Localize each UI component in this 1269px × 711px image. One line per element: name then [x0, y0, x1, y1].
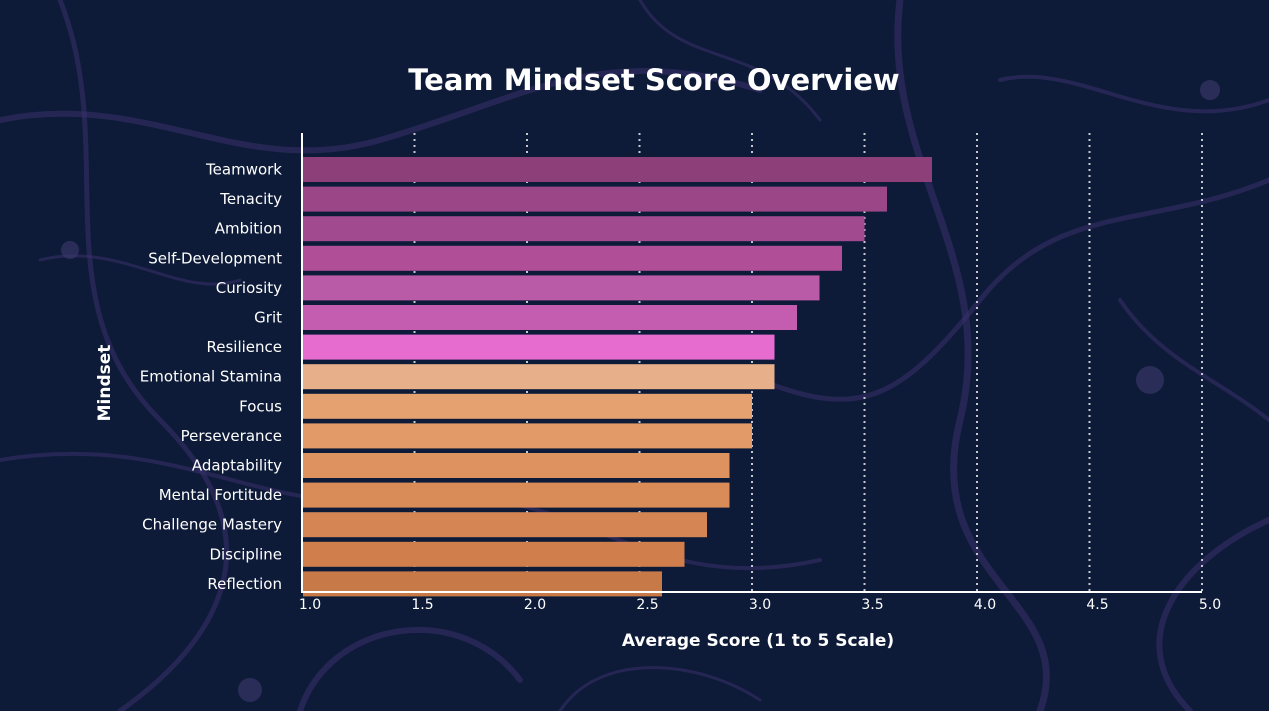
- category-label: Perseverance: [181, 427, 282, 445]
- category-labels: Teamwork Tenacity Ambition Self-Development…: [140, 161, 283, 593]
- chart-title: Team Mindset Score Overview: [408, 63, 899, 97]
- category-label: Adaptability: [192, 457, 282, 475]
- bar: [303, 364, 775, 390]
- bar: [303, 453, 730, 478]
- category-label: Resilience: [206, 338, 282, 356]
- bar: [303, 186, 887, 212]
- bar: [303, 482, 730, 508]
- bar: [303, 245, 842, 271]
- gridlines: [413, 133, 1203, 592]
- category-label: Teamwork: [205, 161, 282, 179]
- bar: [303, 275, 820, 301]
- category-label: Tenacity: [219, 190, 282, 208]
- category-label: Discipline: [209, 545, 282, 563]
- category-label: Grit: [254, 309, 282, 327]
- x-tick-labels: 1.0 1.5 2.0 2.5 3.0 3.5 4.0 4.5 5.0: [299, 597, 1221, 613]
- category-label: Challenge Mastery: [142, 516, 282, 534]
- bar: [303, 393, 752, 419]
- category-label: Mental Fortitude: [159, 486, 282, 504]
- bars: [303, 157, 932, 597]
- x-axis-title: Average Score (1 to 5 Scale): [622, 631, 894, 651]
- bar: [303, 512, 707, 538]
- category-label: Focus: [239, 397, 282, 415]
- x-tick-label: 1.5: [411, 597, 433, 613]
- x-tick-label: 3.0: [749, 597, 771, 613]
- x-tick-label: 2.5: [636, 597, 658, 613]
- x-tick-label: 4.0: [974, 597, 996, 613]
- bar: [303, 157, 932, 182]
- category-label: Ambition: [215, 220, 282, 238]
- bar: [303, 541, 685, 567]
- x-tick-label: 1.0: [299, 597, 321, 613]
- category-label: Self-Development: [148, 249, 282, 267]
- bar: [303, 216, 865, 242]
- category-label: Reflection: [207, 575, 282, 593]
- x-tick-label: 3.5: [861, 597, 883, 613]
- y-axis-title: Mindset: [95, 345, 115, 422]
- category-label: Emotional Stamina: [140, 368, 282, 386]
- bar: [303, 334, 775, 360]
- bar: [303, 305, 797, 330]
- category-label: Curiosity: [216, 279, 282, 297]
- bar: [303, 423, 752, 449]
- x-tick-label: 2.0: [524, 597, 546, 613]
- x-tick-label: 5.0: [1199, 597, 1221, 613]
- x-tick-label: 4.5: [1086, 597, 1108, 613]
